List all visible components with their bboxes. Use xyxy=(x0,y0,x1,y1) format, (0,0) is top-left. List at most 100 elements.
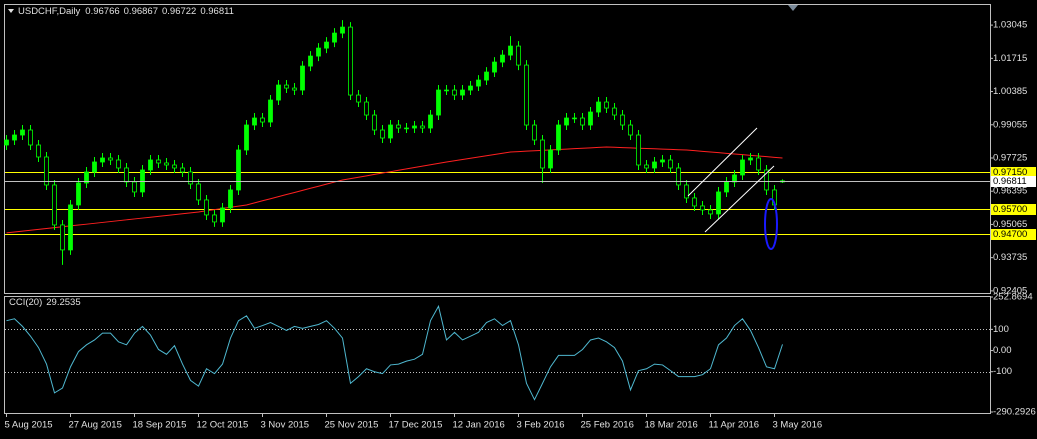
candle-body xyxy=(52,184,57,226)
x-tick-label: 3 Nov 2015 xyxy=(261,420,310,431)
candle-body xyxy=(660,159,665,163)
candle-body xyxy=(204,199,209,216)
indicator-panel-frame xyxy=(4,296,991,414)
candle-body xyxy=(36,144,41,158)
candle-body xyxy=(260,117,265,123)
candle-body xyxy=(132,181,137,193)
candle-body xyxy=(444,89,449,92)
close-price: 0.96811 xyxy=(200,6,234,17)
candle-body xyxy=(412,125,417,129)
candle-body xyxy=(508,45,513,56)
candle-body xyxy=(116,159,121,169)
y-tick-label: 0.00 xyxy=(993,345,1012,356)
candle-body xyxy=(12,134,17,141)
candle-body xyxy=(4,139,9,146)
candle-body xyxy=(372,114,377,131)
candle-body xyxy=(348,26,353,96)
candle-body xyxy=(436,89,441,116)
moving-average xyxy=(6,146,783,234)
candle-body xyxy=(172,164,177,169)
candle-body xyxy=(228,189,233,209)
candle-body xyxy=(764,169,769,191)
candle-body xyxy=(652,161,657,169)
candle-body xyxy=(604,101,609,109)
candle-body xyxy=(724,181,729,193)
candle-body xyxy=(572,117,577,120)
indicator-title: CCI(20) xyxy=(9,297,42,308)
high-price: 0.96867 xyxy=(124,6,158,17)
candle-body xyxy=(148,159,153,171)
candle-body xyxy=(108,157,113,161)
candle-body xyxy=(356,94,361,103)
indicator-value: 29.2535 xyxy=(46,297,80,308)
y-tick-label: -100 xyxy=(993,366,1012,377)
symbol-title: USDCHF,Daily xyxy=(18,6,81,17)
y-tick-label: 0.97725 xyxy=(993,153,1027,164)
level-label: 0.95700 xyxy=(993,204,1027,215)
candle-body xyxy=(84,171,89,184)
marks: 1.03045 1.01715 1.00385 0.99055 0.97725 0.963… xyxy=(4,20,1036,431)
candle-body xyxy=(220,207,225,223)
shift-marker xyxy=(788,5,798,11)
candle-body xyxy=(676,167,681,186)
candle-body xyxy=(76,182,81,206)
level-label: 0.97150 xyxy=(993,167,1027,178)
candle-body xyxy=(308,55,313,67)
candle-body xyxy=(20,129,25,136)
candle-body xyxy=(420,125,425,129)
y-tick-label: 1.03045 xyxy=(993,20,1027,31)
candle-body xyxy=(580,117,585,126)
y-tick-label: 0.95065 xyxy=(993,219,1027,230)
candle-body xyxy=(476,79,481,87)
candle-body xyxy=(388,124,393,139)
x-tick-label: 3 May 2016 xyxy=(773,420,823,431)
candle-body xyxy=(252,117,257,126)
y-tick-label: 1.01715 xyxy=(993,53,1027,64)
candle-body xyxy=(164,162,169,166)
candle-body xyxy=(708,209,713,215)
candle-body xyxy=(236,149,241,191)
y-tick-label: 0.93735 xyxy=(993,252,1027,263)
candle-body xyxy=(452,89,457,96)
trend-line xyxy=(704,165,775,233)
candle-body xyxy=(564,117,569,126)
candle-body xyxy=(492,61,497,73)
candle-body xyxy=(124,167,129,183)
x-tick-label: 5 Aug 2015 xyxy=(5,420,53,431)
candle-body xyxy=(404,127,409,130)
candle-body xyxy=(428,114,433,129)
candle-body xyxy=(284,84,289,89)
candle-body xyxy=(684,184,689,199)
y-tick-label: 100 xyxy=(993,324,1009,335)
candle-body xyxy=(668,159,673,169)
candle-body xyxy=(740,159,745,176)
low-price: 0.96722 xyxy=(162,6,196,17)
candle-body xyxy=(332,32,337,43)
candle-body xyxy=(500,54,505,63)
chart-header: USDCHF,Daily 0.96766 0.96867 0.96722 0.96811 xyxy=(18,6,234,17)
candle-body xyxy=(244,124,249,151)
candle-body xyxy=(324,41,329,49)
candle-body xyxy=(460,89,465,96)
price-label-box xyxy=(991,176,1036,187)
candle-body xyxy=(380,129,385,139)
y-tick-label: 0.99055 xyxy=(993,119,1027,130)
candle-body xyxy=(396,124,401,129)
candle-body xyxy=(596,101,601,113)
candle-body xyxy=(196,183,201,201)
x-tick-label: 18 Sep 2015 xyxy=(133,420,187,431)
candle-body xyxy=(188,171,193,185)
candle-body xyxy=(548,149,553,169)
candle-body xyxy=(28,129,33,146)
highlight-ellipse xyxy=(764,198,778,250)
candle-body xyxy=(92,161,97,173)
candle-body xyxy=(540,139,545,169)
candle-body xyxy=(484,71,489,81)
candle-body xyxy=(556,124,561,151)
y-tick-label: 0.92405 xyxy=(993,285,1027,296)
x-tick-label: 17 Dec 2015 xyxy=(389,420,443,431)
candle-body xyxy=(516,45,521,66)
level-label-box xyxy=(991,229,1036,240)
level-label-box xyxy=(991,167,1036,178)
